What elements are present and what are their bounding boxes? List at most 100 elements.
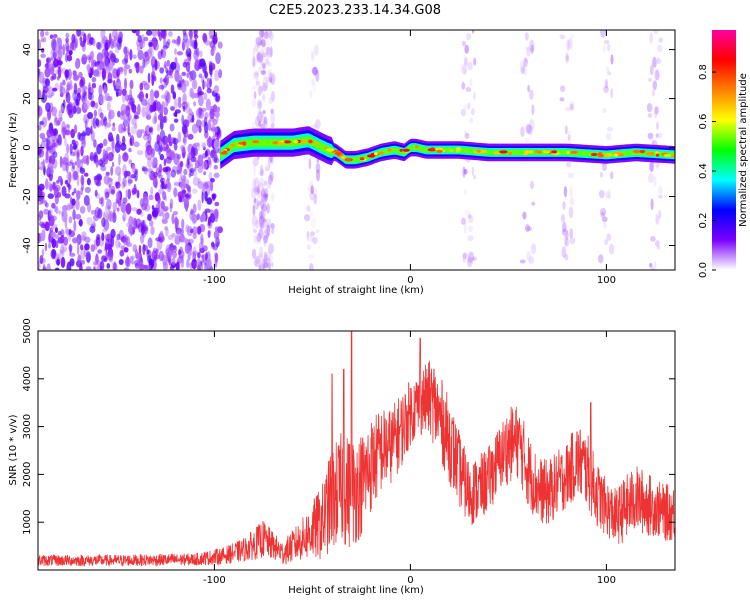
spectrogram-cell bbox=[262, 211, 267, 216]
spectrogram-cell bbox=[101, 48, 107, 59]
spectrogram-cell bbox=[136, 150, 144, 156]
spectrogram-cell bbox=[526, 124, 532, 135]
spectrogram-cell bbox=[256, 88, 263, 93]
spectrogram-cell bbox=[146, 249, 150, 255]
spectrogram-cell bbox=[522, 211, 527, 220]
spectrogram-cell bbox=[52, 87, 58, 92]
spectrogram-cell bbox=[309, 180, 314, 188]
spectrogram-cell bbox=[69, 80, 73, 86]
spectrogram-cell bbox=[267, 69, 273, 79]
spectrogram-cell bbox=[193, 142, 200, 147]
spectrogram-cell bbox=[128, 132, 132, 137]
spectrogram-cell bbox=[263, 196, 268, 204]
spectrogram-cell bbox=[83, 195, 90, 206]
spectrogram-cell bbox=[204, 208, 211, 213]
spectrogram-cell bbox=[188, 238, 194, 244]
spectrogram-cell bbox=[65, 52, 69, 63]
spectrogram-ridge-peak bbox=[230, 143, 235, 147]
spectrogram-cell bbox=[252, 72, 260, 78]
spectrogram-cell bbox=[198, 50, 203, 58]
spectrogram-cell bbox=[271, 192, 275, 202]
spectrogram-cell bbox=[610, 88, 614, 99]
spectrogram-cell bbox=[528, 125, 534, 136]
spectrogram-cell bbox=[260, 123, 264, 129]
spectrogram-cell bbox=[262, 82, 268, 92]
spectrogram-cell bbox=[316, 158, 320, 163]
spectrogram-cell bbox=[190, 70, 197, 81]
spectrogram-cell bbox=[264, 187, 269, 200]
spectrogram-cell bbox=[107, 62, 114, 72]
spectrogram-cell bbox=[171, 213, 175, 225]
spectrogram-cell bbox=[125, 256, 131, 268]
spectrogram-cell bbox=[142, 97, 146, 106]
spectrogram-cell bbox=[169, 202, 173, 213]
spectrogram-cell bbox=[211, 241, 215, 248]
spectrogram-cell bbox=[253, 197, 260, 210]
spectrogram-cell bbox=[78, 218, 83, 227]
spectrogram-cell bbox=[182, 32, 188, 43]
spectrogram-ridge-peak bbox=[542, 150, 551, 154]
spectrogram-cell bbox=[174, 235, 181, 245]
spectrogram-cell bbox=[92, 38, 96, 47]
spectrogram-cell bbox=[196, 213, 200, 221]
spectrogram-cell bbox=[188, 36, 194, 44]
spectrogram-cell bbox=[473, 175, 477, 180]
spectrogram-cell bbox=[109, 32, 112, 45]
spectrogram-cell bbox=[140, 212, 144, 217]
spectrogram-cell bbox=[256, 51, 261, 62]
spectrogram-cell bbox=[142, 243, 146, 256]
spectrogram-cell bbox=[181, 71, 187, 77]
spectrogram-cell bbox=[173, 112, 177, 117]
spectrogram-cell bbox=[142, 219, 146, 232]
spectrogram-cell bbox=[190, 146, 196, 159]
spectrogram-cell bbox=[653, 30, 658, 35]
spectrogram-cell bbox=[77, 132, 81, 140]
spectrogram-cell bbox=[256, 52, 264, 63]
spectrogram-cell bbox=[111, 161, 115, 168]
spectrogram-cell bbox=[150, 125, 154, 136]
spectrogram-cell bbox=[519, 60, 526, 72]
spectrogram-cell bbox=[56, 138, 59, 143]
spectrogram-cell bbox=[185, 61, 191, 72]
spectrogram-cell bbox=[72, 237, 78, 244]
spectrogram-cell bbox=[214, 69, 220, 82]
spectrogram-cell bbox=[205, 257, 212, 269]
spectrogram-cell bbox=[187, 185, 191, 193]
spectrogram-cell bbox=[83, 99, 90, 110]
spectrogram-ridge-peak bbox=[570, 150, 578, 154]
spectrogram-cell bbox=[257, 252, 264, 263]
spectrogram-cell bbox=[647, 172, 655, 184]
spectrogram-cell bbox=[53, 58, 59, 68]
spectrogram-cell bbox=[121, 58, 128, 65]
spectrogram-cell bbox=[208, 159, 212, 165]
spectrogram-cell bbox=[165, 156, 172, 164]
spectrogram-cell bbox=[161, 180, 165, 189]
spectrogram-cell bbox=[199, 224, 206, 233]
spectrogram-cell bbox=[102, 228, 108, 233]
spectrogram-cell bbox=[38, 39, 41, 51]
spectrogram-cell bbox=[65, 32, 70, 39]
spectrogram-cell bbox=[173, 187, 178, 198]
spectrogram-ridge-peak bbox=[616, 152, 622, 156]
spectrogram-cell bbox=[38, 124, 42, 131]
spectrogram-cell bbox=[566, 161, 572, 168]
spectrogram-cell bbox=[133, 115, 140, 120]
spectrogram-cell bbox=[260, 168, 265, 174]
spectrogram-cell bbox=[118, 229, 125, 241]
spectrogram-cell bbox=[43, 91, 47, 101]
spectrogram-cell bbox=[76, 244, 80, 255]
spectrogram-cell bbox=[50, 91, 55, 97]
spectrogram-cell bbox=[75, 107, 82, 114]
spectrogram-cell bbox=[105, 171, 110, 176]
spectrogram-cell bbox=[165, 41, 170, 49]
spectrogram-cell bbox=[569, 197, 575, 206]
spectrogram-cell bbox=[471, 166, 474, 176]
spectrogram-cell bbox=[170, 137, 176, 144]
spectrogram-cell bbox=[253, 235, 257, 243]
spectrogram-cell bbox=[141, 167, 148, 172]
spectrogram-cell bbox=[151, 210, 157, 218]
spectrogram-cell bbox=[530, 243, 537, 255]
spectrogram-cell bbox=[193, 246, 197, 257]
spectrogram-cell bbox=[122, 93, 126, 103]
